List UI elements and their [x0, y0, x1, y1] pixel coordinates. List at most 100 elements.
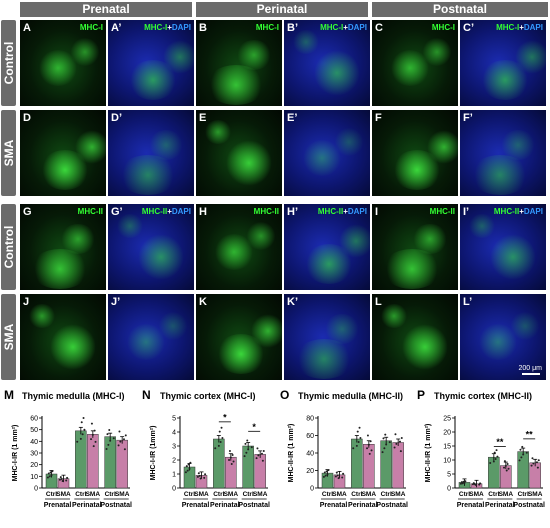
- significance-label: *: [252, 422, 256, 432]
- data-point: [520, 456, 523, 459]
- data-point: [341, 476, 344, 479]
- data-point: [66, 476, 69, 479]
- panel-letter: I’: [463, 206, 470, 218]
- chart-title-o: Thymic medulla (MHC-II): [298, 391, 404, 401]
- data-point: [218, 430, 221, 433]
- row-label-sma-mhc2: SMA: [1, 294, 16, 380]
- y-tick-label: 60: [30, 416, 38, 423]
- tissue-blob: [292, 30, 320, 54]
- panel-letter: H’: [287, 206, 298, 218]
- data-point: [246, 439, 249, 442]
- micrograph-panel: L’ 200 μm: [460, 294, 546, 380]
- data-point: [118, 430, 121, 433]
- data-point: [521, 445, 524, 448]
- data-point: [357, 440, 360, 443]
- data-point: [525, 451, 528, 454]
- row-label-control-mhc2: Control: [1, 204, 16, 290]
- y-tick-label: 0: [447, 486, 451, 493]
- chart-letter-p: P: [417, 388, 426, 402]
- data-point: [381, 451, 384, 454]
- data-point: [367, 443, 370, 446]
- panel-letter: L’: [463, 296, 473, 308]
- tissue-blob: [314, 50, 360, 96]
- panel-letter: L: [375, 296, 382, 308]
- tissue-blob: [304, 244, 354, 284]
- panel-marker-label: MHC-I+DAPI: [144, 23, 191, 32]
- bar-label: Ctrl: [46, 491, 57, 498]
- bar-label: SMA: [115, 491, 130, 498]
- row-label-sma-mhc1: SMA: [1, 110, 16, 196]
- panel-marker-label: MHC-I+DAPI: [320, 23, 367, 32]
- data-point: [228, 458, 231, 461]
- data-point: [61, 480, 64, 482]
- data-point: [262, 450, 265, 453]
- row-label-control-mhc1: Control: [1, 20, 16, 106]
- data-point: [124, 434, 127, 437]
- group-label: Perinatal: [485, 502, 515, 509]
- tissue-blob: [75, 130, 106, 164]
- data-point: [65, 479, 68, 482]
- data-point: [185, 465, 188, 468]
- bar-label: Ctrl: [75, 491, 86, 498]
- data-point: [93, 429, 96, 432]
- y-tick-label: 30: [30, 451, 38, 458]
- panel-letter: H: [199, 206, 207, 218]
- tissue-blob: [206, 65, 266, 105]
- data-point: [198, 474, 201, 477]
- y-axis-label: MHC-I-IR (1mm²): [150, 426, 157, 481]
- bar-label: SMA: [332, 491, 347, 498]
- data-point: [535, 461, 538, 464]
- data-point: [82, 417, 85, 419]
- data-point: [228, 450, 231, 453]
- plus-sign: +: [343, 23, 348, 32]
- panel-letter: E’: [287, 112, 298, 124]
- data-point: [76, 440, 79, 443]
- data-point: [48, 475, 51, 478]
- group-label: Perinatal: [210, 502, 240, 509]
- data-point: [522, 453, 525, 456]
- tissue-blob: [515, 40, 546, 74]
- data-point: [461, 482, 464, 485]
- y-tick-label: 0: [172, 486, 176, 493]
- panel-letter: E: [199, 112, 207, 124]
- y-tick-label: 15: [443, 444, 451, 451]
- bar-sma: [254, 454, 266, 489]
- bar-label: Ctrl: [213, 491, 224, 498]
- data-point: [60, 478, 63, 481]
- micrograph-panel: K’: [284, 294, 370, 380]
- marker-name: MHC-I: [496, 23, 520, 32]
- data-point: [342, 472, 345, 475]
- tissue-blob: [380, 304, 408, 328]
- chart-title-p: Thymic cortex (MHC-II): [434, 391, 533, 401]
- data-point: [256, 447, 259, 450]
- header-perinatal: Perinatal: [196, 2, 368, 17]
- bar-sma: [392, 442, 404, 489]
- data-point: [385, 443, 388, 446]
- panel-marker-label: MHC-I+DAPI: [496, 23, 543, 32]
- panel-marker-label: MHC-II: [254, 207, 279, 216]
- panel-marker-label: MHC-I: [256, 23, 279, 32]
- plus-sign: +: [167, 207, 172, 216]
- data-point: [214, 447, 217, 450]
- y-tick-label: 4: [172, 430, 176, 437]
- chart-letter-o: O: [280, 388, 290, 402]
- group-label: Postnatal: [376, 502, 408, 509]
- y-tick-label: 80: [306, 416, 314, 423]
- data-point: [199, 477, 202, 480]
- bar-sma: [529, 462, 541, 489]
- tissue-blob: [468, 214, 496, 238]
- data-point: [50, 474, 53, 477]
- data-point: [220, 426, 223, 429]
- tissue-blob: [50, 324, 96, 370]
- marker-name: MHC-I: [144, 23, 168, 32]
- data-point: [107, 443, 110, 446]
- data-point: [495, 449, 498, 452]
- data-point: [197, 472, 200, 475]
- tissue-blob: [412, 224, 448, 254]
- data-point: [123, 448, 126, 451]
- data-point: [369, 440, 372, 443]
- data-point: [221, 437, 224, 440]
- data-point: [188, 467, 191, 470]
- marker-name: MHC-II: [77, 207, 103, 216]
